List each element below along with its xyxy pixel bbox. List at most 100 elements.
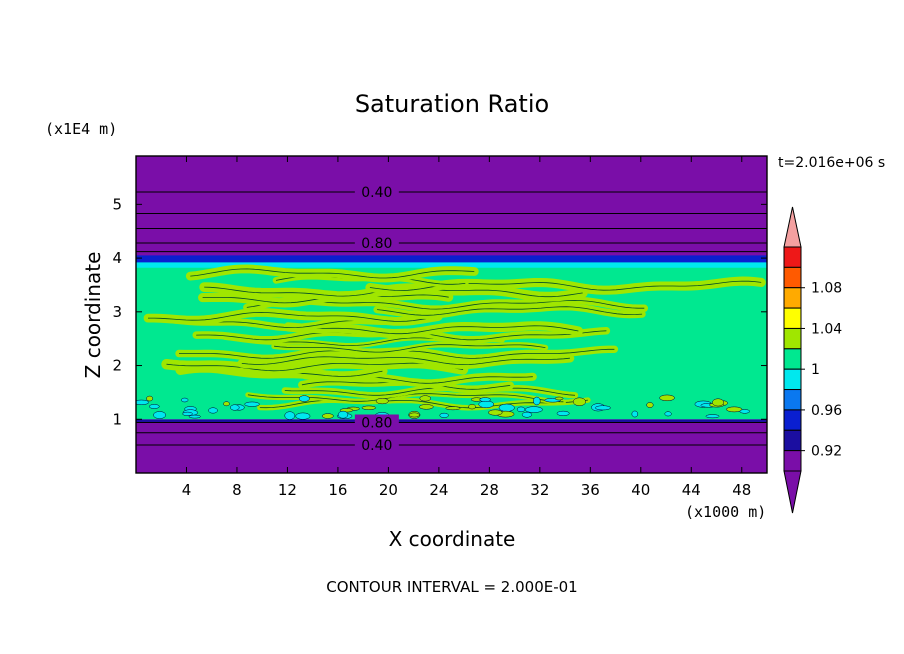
speckle-52	[524, 406, 543, 413]
colorbar-label-4: 1.08	[811, 281, 842, 297]
x-axis-ticks: 4 8 12 16 20 24 28 32 36 40 44 48	[182, 156, 751, 499]
wisp-outline-7	[241, 356, 570, 366]
colorbar-cell-1.02	[783, 327, 802, 350]
colorbar-below	[783, 470, 802, 514]
contour-label-0: 0.40	[361, 185, 392, 201]
speckle-59	[594, 405, 611, 411]
speckle-8	[631, 410, 639, 418]
speckle-6	[664, 411, 672, 417]
speckle-29	[479, 397, 491, 402]
wisp-outline-21	[190, 268, 475, 279]
speckle-54	[208, 407, 218, 414]
speckle-33	[726, 406, 743, 413]
speckle-23	[146, 395, 154, 402]
x-tick-label-8: 36	[581, 481, 600, 499]
colorbar-cell-1.04	[783, 307, 802, 329]
speckle-47	[188, 414, 201, 419]
contour-label-bg-3	[354, 437, 399, 454]
contour-wisps	[136, 264, 766, 420]
wisp-outline-15	[377, 306, 643, 316]
contour-interval-footer: CONTOUR INTERVAL = 2.000E-01	[326, 578, 577, 596]
speckle-2	[498, 403, 515, 412]
y-tick-label-3: 4	[112, 249, 122, 267]
speckle-18	[533, 396, 541, 406]
colorbar-label-1: 0.96	[811, 403, 842, 419]
speckle-48	[521, 411, 533, 418]
wisp-outline-0	[259, 399, 588, 409]
speckle-56	[182, 411, 193, 416]
speckle-57	[337, 410, 349, 419]
speckle-41	[712, 398, 725, 407]
speckle-39	[375, 397, 389, 405]
y-unit-label: (x1E4 m)	[45, 120, 117, 138]
contour-label-1: 0.80	[361, 236, 392, 252]
wisp-outline-6	[166, 362, 464, 372]
x-tick-label-10: 44	[682, 481, 701, 499]
y-axis-label: Z coordinate	[81, 252, 105, 379]
band-1	[136, 255, 767, 264]
speckle-40	[516, 406, 526, 413]
speckle-58	[419, 404, 434, 410]
speckle-0	[298, 395, 310, 402]
speckle-12	[181, 397, 189, 403]
contour-label-bg-1	[354, 235, 399, 252]
speckle-7	[439, 412, 449, 418]
band-5	[136, 421, 767, 473]
x-tick-label-0: 4	[182, 481, 192, 499]
contour-label-bg-0	[354, 183, 399, 200]
speckle-10	[136, 399, 150, 405]
x-tick-label-2: 12	[278, 481, 297, 499]
colorbar-cell-1.08	[783, 266, 802, 289]
y-tick-label-0: 1	[112, 410, 122, 428]
colorbar-label-2: 1	[811, 362, 820, 378]
x-axis-label: X coordinate	[389, 527, 516, 551]
contour-label-3: 0.40	[361, 438, 392, 454]
speckle-13	[321, 413, 334, 419]
colorbar-cell-below	[783, 450, 802, 472]
speckle-35	[739, 409, 750, 414]
time-label: t=2.016e+06 s	[778, 155, 885, 171]
wisp-outline-14	[148, 311, 439, 322]
x-tick-label-1: 8	[232, 481, 242, 499]
colorbar-cell-0.98	[783, 368, 802, 391]
colorbar-label-0: 0.92	[811, 444, 842, 460]
colorbar-above	[783, 206, 802, 248]
colorbar-cell-0.92	[783, 429, 802, 452]
y-tick-label-1: 2	[112, 357, 122, 375]
chart-title: Saturation Ratio	[355, 90, 549, 118]
colorbar-cell-1.1	[783, 246, 802, 268]
colorbar-cell-0.94	[783, 409, 802, 431]
x-tick-label-3: 16	[328, 481, 347, 499]
plot-area: 0.40 0.80 0.80 0.40	[136, 156, 767, 473]
speckle-20	[445, 406, 461, 411]
speckle-46	[488, 409, 503, 416]
speckle-45	[230, 404, 240, 411]
y-axis-ticks: 1 2 3 4 5	[112, 195, 767, 428]
speckle-17	[572, 397, 586, 407]
speckle-51	[705, 414, 720, 419]
speckle-42	[409, 412, 420, 418]
x-tick-label-9: 40	[631, 481, 650, 499]
band-0	[136, 156, 767, 259]
speckle-16	[419, 395, 432, 402]
speckle-21	[361, 405, 377, 410]
y-tick-label-4: 5	[112, 195, 122, 213]
wisp-outline-2	[284, 387, 576, 396]
speckle-43	[284, 411, 296, 420]
x-unit-label: (x1000 m)	[685, 503, 766, 521]
colorbar-cell-0.96	[783, 389, 802, 411]
speckle-5	[153, 411, 167, 419]
colorbar-cell-1.06	[783, 287, 802, 309]
speckle-55	[468, 404, 476, 410]
x-tick-label-6: 28	[480, 481, 499, 499]
wisp-outline-9	[274, 344, 546, 353]
speckle-31	[148, 404, 160, 409]
speckle-44	[646, 402, 654, 408]
wisp-outline-12	[288, 325, 579, 335]
x-tick-label-5: 24	[429, 481, 448, 499]
plot-frame	[135, 155, 768, 474]
colorbar: 0.92 0.96 1 1.04 1.08	[783, 206, 842, 514]
speckle-3	[295, 412, 311, 420]
contour-label-bg-2	[354, 414, 399, 431]
